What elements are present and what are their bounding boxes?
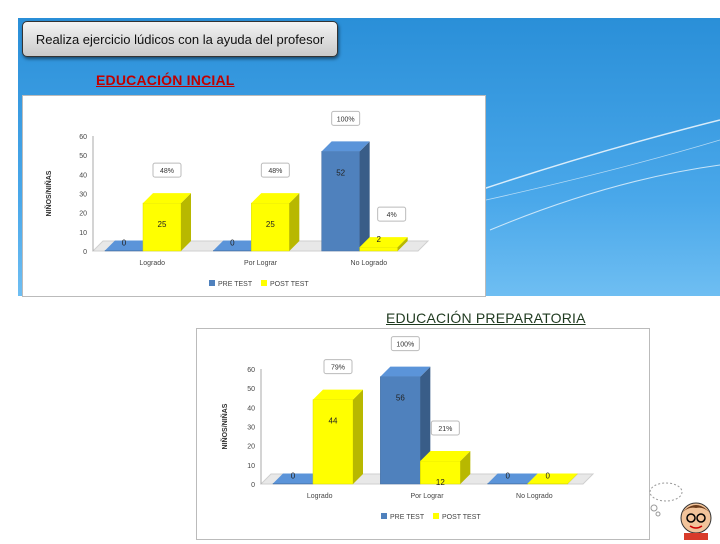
bar-post: [142, 202, 182, 252]
y-tick-label: 20: [247, 444, 255, 451]
chart-inicial: 0102030405060NIÑOS/NIÑASLogrado02548%Por…: [44, 110, 430, 288]
bar-side: [181, 193, 191, 251]
y-axis-label: NIÑOS/NIÑAS: [220, 403, 229, 449]
bar-top: [420, 451, 471, 461]
data-label: 44: [329, 417, 338, 426]
y-tick-label: 10: [79, 230, 87, 237]
bar-top: [313, 389, 363, 400]
y-tick-label: 0: [83, 249, 87, 256]
x-tick-label: No Logrado: [516, 493, 553, 500]
legend-label: POST TEST: [442, 514, 481, 521]
legend-swatch: [209, 280, 215, 286]
y-tick-label: 60: [79, 134, 87, 141]
percent-callout-box: [152, 162, 182, 178]
x-tick-label: Logrado: [139, 260, 165, 267]
bar-top: [321, 141, 370, 152]
data-label: 12: [436, 478, 445, 487]
y-tick-label: 0: [251, 482, 255, 489]
bar-post: [251, 202, 290, 252]
percent-callout: 100%: [337, 116, 355, 123]
percent-callout-box: [377, 206, 407, 222]
chart-panel-preparatoria: 0 10 20 30 40 50 60 NIÑOS/NIÑAS Logrado 0 44 79% Por…: [196, 328, 650, 540]
bar-top: [273, 473, 323, 484]
bar-pre: [104, 250, 144, 252]
percent-callout: 4%: [387, 212, 397, 219]
legend-swatch: [381, 513, 387, 519]
percent-callout: 100%: [396, 342, 414, 349]
bar-pre: [487, 483, 528, 485]
section-title-preparatoria: EDUCACIÓN PREPARATORIA: [386, 310, 586, 326]
decorative-swoosh-lines: [0, 0, 720, 300]
cartoon-child-thinking-icon: [649, 482, 712, 540]
bar-side: [397, 237, 408, 251]
percent-callout-box: [331, 110, 361, 126]
bar-top: [105, 240, 153, 251]
bar-top: [527, 473, 578, 484]
bar-post: [312, 399, 354, 485]
data-label: 52: [336, 168, 345, 177]
x-tick-label: Por Lograr: [410, 493, 444, 500]
legend-label: PRE TEST: [390, 514, 425, 521]
bar-top: [143, 193, 191, 204]
data-label: 0: [505, 472, 510, 481]
legend-label: PRE TEST: [218, 281, 253, 288]
y-tick-label: 40: [79, 172, 87, 179]
bar-post: [359, 246, 398, 252]
x-tick-label: Logrado: [307, 493, 333, 500]
data-label: 0: [291, 472, 296, 481]
percent-callout-box: [430, 420, 460, 436]
y-tick-label: 50: [247, 386, 255, 393]
percent-callout: 21%: [438, 426, 452, 433]
data-label: 2: [376, 235, 381, 244]
data-label: 0: [545, 472, 550, 481]
percent-callout: 79%: [331, 365, 345, 372]
x-tick-label: Por Lograr: [244, 260, 278, 267]
legend-label: POST TEST: [270, 281, 309, 288]
bar-top: [251, 193, 300, 204]
y-tick-label: 40: [247, 405, 255, 412]
bar-side: [353, 389, 363, 484]
y-tick-label: 10: [247, 463, 255, 470]
data-label: 0: [230, 239, 235, 248]
bar-top: [213, 240, 262, 251]
bar-post: [527, 483, 568, 485]
x-tick-label: No Logrado: [351, 260, 388, 267]
bar-pre: [321, 151, 360, 252]
y-tick-label: 20: [79, 211, 87, 218]
legend-swatch: [433, 513, 439, 519]
bar-side: [460, 451, 471, 484]
bar-side: [567, 473, 578, 484]
bar-side: [359, 141, 370, 251]
percent-callout-box: [390, 336, 420, 352]
bar-top: [380, 366, 431, 377]
header-title-box: Realiza ejercicio lúdicos con la ayuda d…: [22, 21, 338, 57]
legend-swatch: [261, 280, 267, 286]
header-title: Realiza ejercicio lúdicos con la ayuda d…: [35, 31, 325, 47]
percent-callout: 48%: [268, 168, 282, 175]
y-tick-label: 30: [247, 425, 255, 432]
bar-top: [359, 237, 408, 248]
bar-pre: [272, 483, 314, 485]
percent-callout: 48%: [160, 168, 174, 175]
y-axis-label: NIÑOS/NIÑAS: [44, 170, 53, 216]
y-tick-label: 30: [79, 192, 87, 199]
percent-callout-box: [323, 359, 353, 375]
chart-panel-inicial: 0 10 20 30 40 50 60 NIÑOS/NIÑAS Logrado 0 25 48% Por…: [22, 95, 486, 297]
y-tick-label: 60: [247, 367, 255, 374]
bar-pre: [213, 250, 252, 252]
y-tick-label: 50: [79, 153, 87, 160]
data-label: 25: [158, 220, 167, 229]
percent-callout-box: [260, 162, 290, 178]
data-label: 25: [266, 220, 275, 229]
data-label: 0: [122, 239, 127, 248]
bar-top: [487, 473, 538, 484]
bar-side: [289, 193, 300, 251]
bar-pre: [380, 376, 421, 485]
section-title-inicial: EDUCACIÓN INCIAL: [96, 72, 235, 88]
data-label: 56: [396, 394, 405, 403]
chart-preparatoria: 0 10 20 30 40 50 60 NIÑOS/NIÑAS Logrado 0 44 79% Por…: [220, 336, 595, 521]
